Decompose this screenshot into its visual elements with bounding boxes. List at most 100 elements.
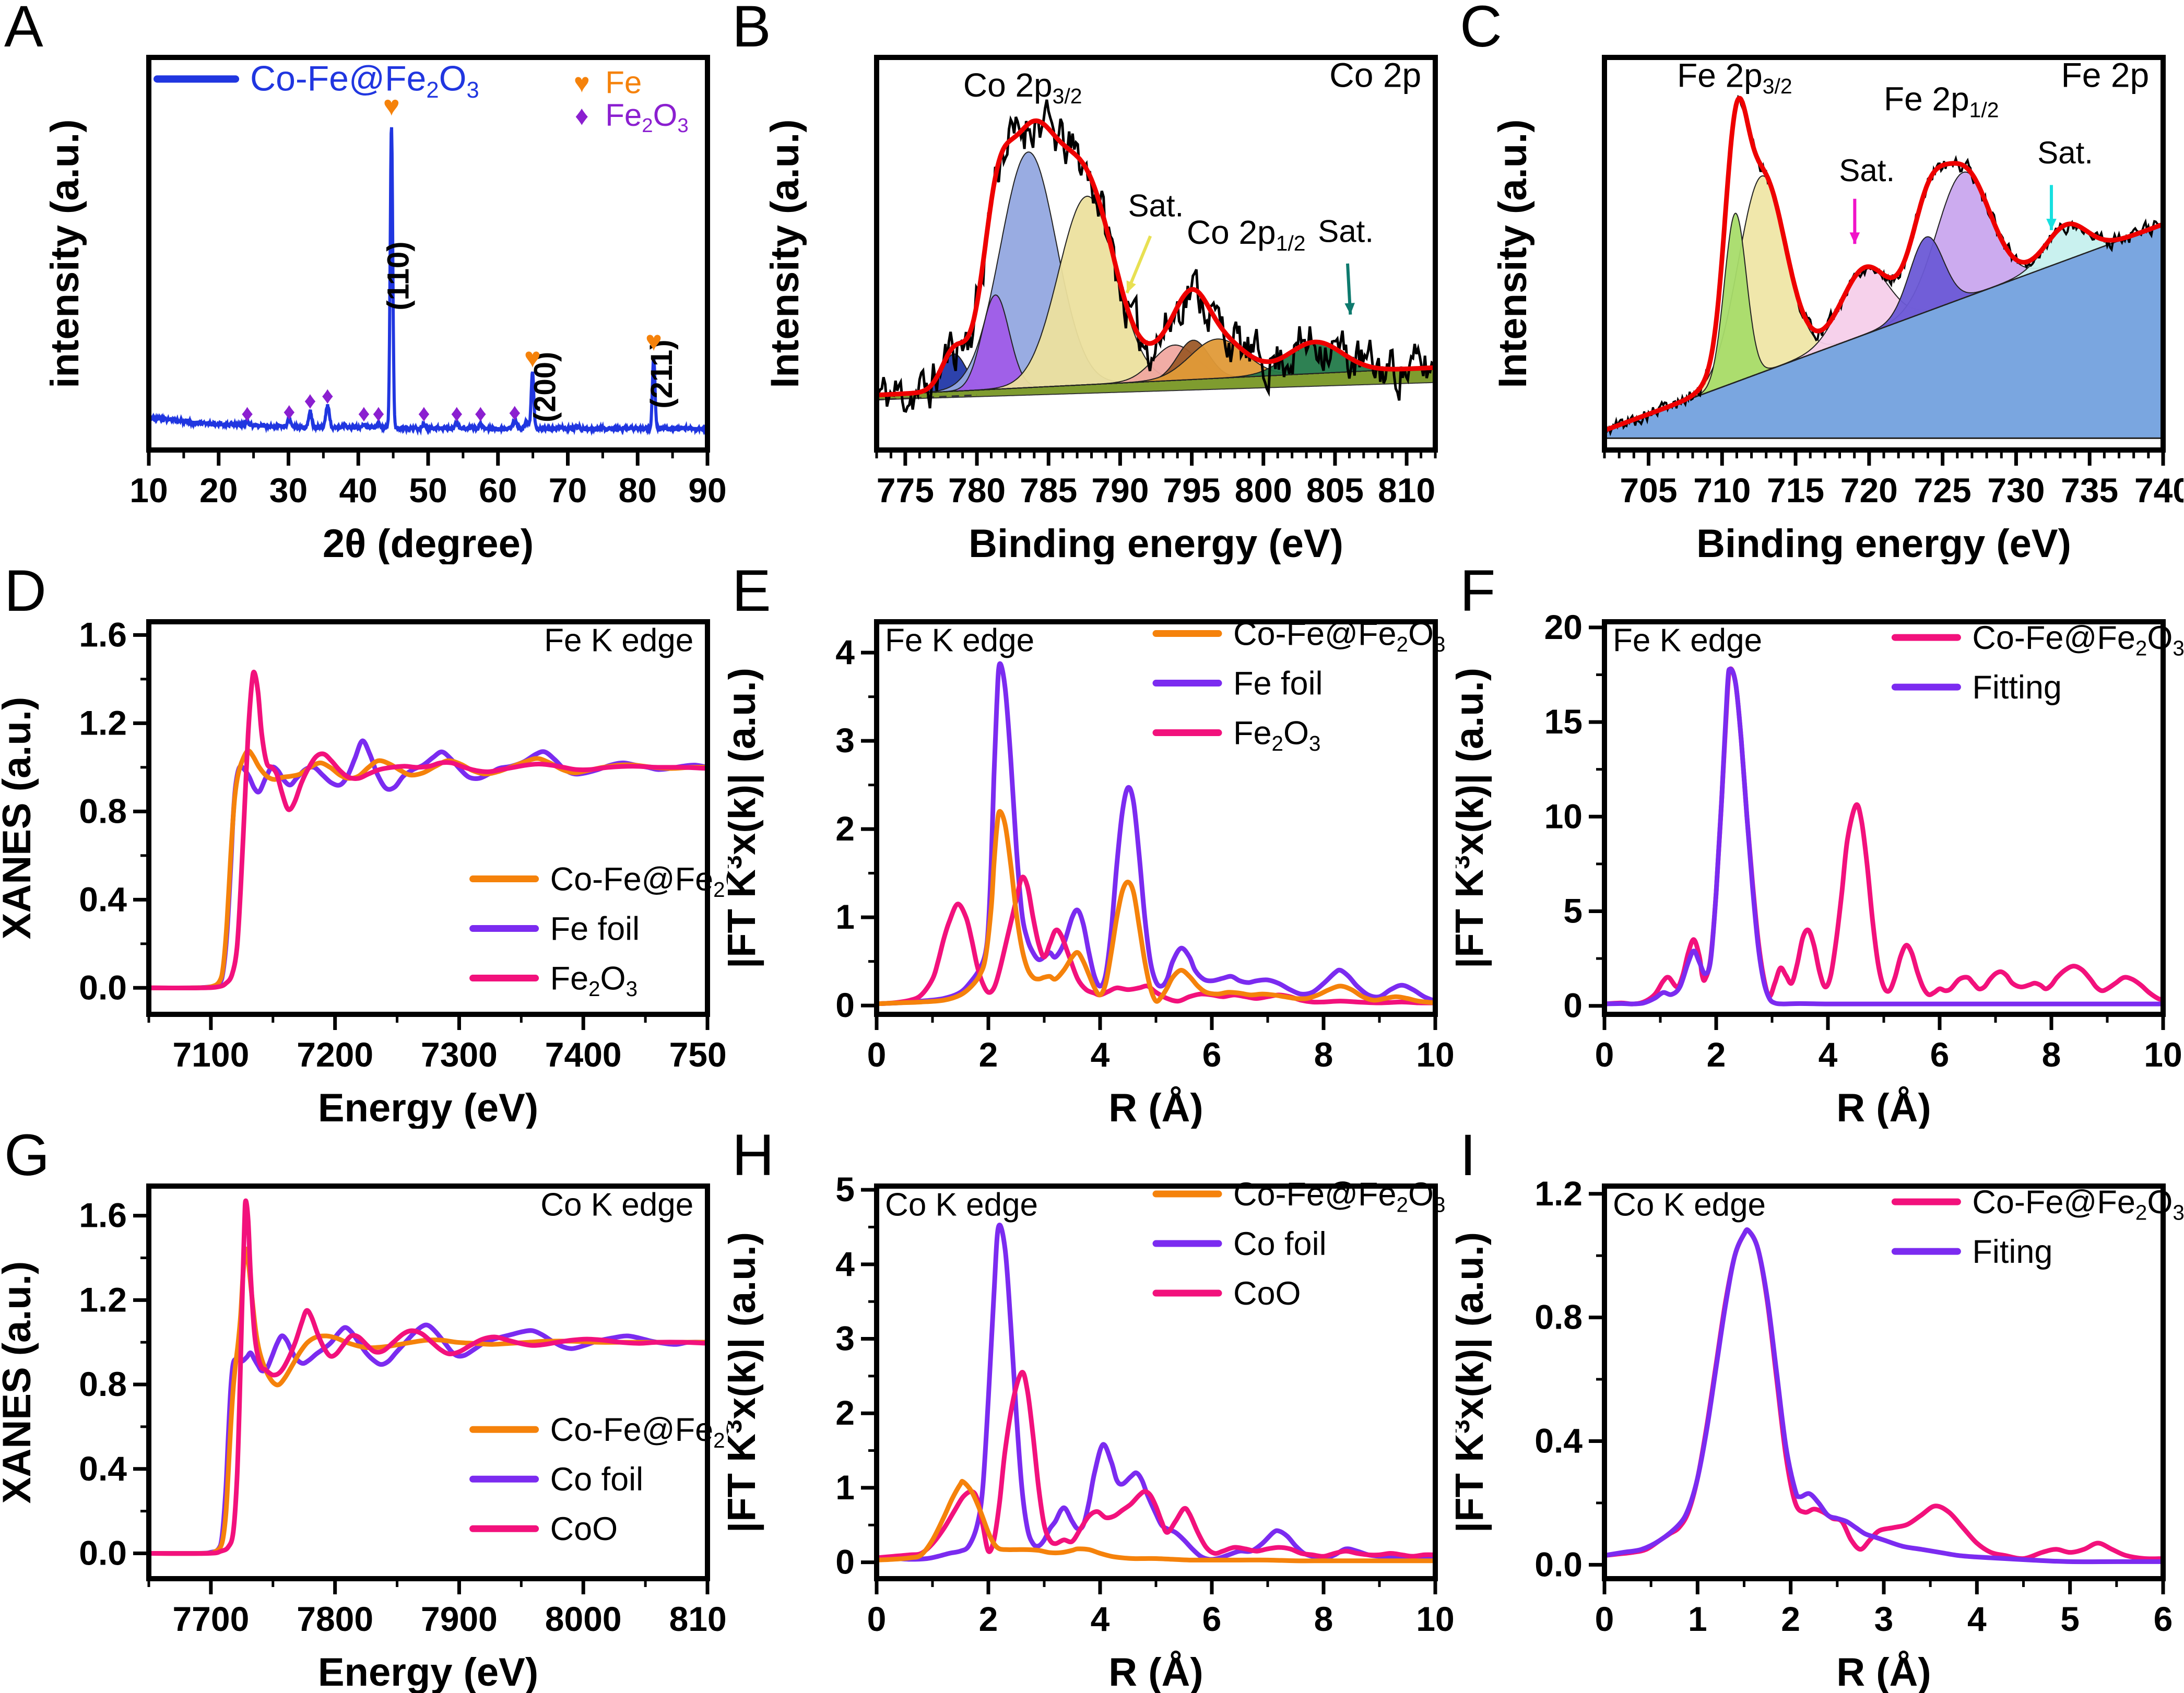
series-co-fe-fe2o3 [149,1246,707,1556]
legend-label: Co-Fe@Fe2O3 [1972,620,2183,660]
y-axis-title: XANES (a.u.) [0,1261,39,1504]
panel-F: F 0 2 4 6 8 10 0 5 10 15 20 R (Å) |FT K3x(k)| (a.u.)… [1456,558,2183,1129]
corner-label: Co 2p [1329,55,1421,94]
legend-label: Fe2O3 [1233,715,1320,756]
x-tick-label: 7100 [172,1035,249,1074]
x-tick-label: 10 [129,471,168,510]
x-axis-title: Binding energy (eV) [1696,522,2071,564]
corner-label: Fe K edge [1613,622,1762,658]
x-tick-label: 4 [1967,1600,1987,1638]
y-tick-label: 2 [835,809,855,848]
x-tick-label: 4 [1091,1035,1110,1074]
legend-label: CoO [550,1511,618,1547]
panel-letter-g: G [4,1122,50,1188]
x-tick-label: 740 [2134,471,2183,510]
panel-I: I 0 1 2 3 4 5 6 0.0 0.4 0.8 1.2 R (Å) |FT K3x(k)| (a… [1456,1122,2183,1693]
envelope-curve [877,118,1435,398]
corner-label: Fe K edge [885,622,1034,658]
y-axis-title: Intensity (a.u.) [763,119,807,388]
y-axis-title: |FT K3x(k)| (a.u.) [728,668,764,968]
legend-label: Fe foil [550,911,640,948]
panel-letter-i: I [1460,1122,1477,1188]
axes: 0 1 2 3 4 5 6 0.0 0.4 0.8 1.2 [1534,1174,2173,1638]
x-axis-title: R (Å) [1108,1086,1203,1129]
x-tick-label: 6 [1930,1035,1950,1074]
x-tick-label: 8 [1314,1035,1333,1074]
axes: 0 2 4 6 8 10 0 1 2 3 4 5 [835,1170,1454,1638]
y-axis-title: |FT K3x(k)| (a.u.) [1456,1232,1492,1533]
baseline-dash [877,394,977,401]
series-fe-foil [877,661,1435,1007]
legend-label: Co foil [1233,1226,1327,1262]
x-tick-label: 710 [1693,471,1751,510]
heart-icon: ♥ [383,90,400,122]
y-tick-label: 4 [835,633,855,671]
corner-label: Co K edge [1613,1187,1766,1223]
plot-area [877,661,1435,1007]
fit-component-5 [1604,223,2163,431]
series-coo [877,1370,1435,1560]
y-tick-label: 0.0 [79,1533,127,1572]
x-tick-label: 0 [1595,1600,1614,1638]
annotation: Fe 2p3/2 [1677,56,1792,98]
plot-area [1604,1227,2163,1565]
series-coo [149,1198,707,1556]
x-tick-label: 8000 [545,1600,622,1638]
annotation: Co 2p1/2 [1187,214,1306,255]
x-tick-label: 805 [1306,471,1364,510]
diamond-icon: ♦ [241,399,253,427]
x-tick-label: 60 [479,471,517,510]
x-tick-label: 0 [1595,1035,1614,1074]
envelope-curve [1604,96,2163,433]
x-tick-label: 800 [1235,471,1292,510]
plot-area [149,1198,707,1556]
y-tick-label: 1.2 [79,703,127,742]
xrd-curve [149,127,707,436]
y-axis-title: XANES (a.u.) [0,697,39,940]
x-tick-label: 10 [1416,1035,1454,1074]
diamond-icon: ♦ [575,101,589,131]
x-tick-label: 810 [1378,471,1435,510]
series-fitting [1604,667,2163,1007]
x-tick-label: 725 [1914,471,1971,510]
panel-A-chart: 10 20 30 40 50 60 70 80 90 2θ (degree) intensity (… [43,55,727,564]
panel-letter-e: E [732,558,771,623]
panel-letter-a: A [4,0,43,59]
legend-label: Fitting [1972,669,2062,706]
x-axis-title: Energy (eV) [318,1086,538,1129]
x-tick-label: 7900 [421,1600,498,1638]
x-tick-label: 2 [979,1035,998,1074]
panel-B: B 775 780 785 790 795 800 805 810 Binding energy… [728,0,1456,564]
panel-I-chart: 0 1 2 3 4 5 6 0.0 0.4 0.8 1.2 R (Å) |FT K3x(k)| (a.u… [1456,1174,2183,1693]
panel-letter-f: F [1460,558,1496,623]
x-tick-label: 10 [2144,1035,2182,1074]
plot-area [1604,94,2163,439]
annotation: Co 2p3/2 [963,66,1082,108]
y-axis-title: Intensity (a.u.) [1491,119,1535,388]
x-tick-label: 0 [867,1600,887,1638]
legend-label: Co-Fe@Fe2O3 [1233,616,1445,657]
y-tick-label: 5 [835,1170,855,1209]
diamond-icon: ♦ [451,399,463,427]
y-tick-label: 3 [835,721,855,760]
arrow-head-icon [1344,303,1355,315]
x-axis-title: R (Å) [1108,1650,1203,1693]
y-tick-label: 2 [835,1393,855,1432]
panel-C-chart: 705 710 715 720 725 730 735 740 Binding energy (… [1491,55,2183,564]
y-tick-label: 0 [1563,986,1583,1025]
panel-A: A 10 20 30 40 50 60 70 80 90 2θ (degree) intensity… [0,0,728,564]
x-tick-label: 8 [1314,1600,1333,1638]
y-tick-label: 20 [1544,608,1583,646]
diamond-icon: ♦ [418,399,430,427]
x-tick-label: 4 [1819,1035,1838,1074]
annotation: Fe 2p1/2 [1884,80,1999,122]
panel-C: C 705 710 715 720 725 730 735 740 Binding energy… [1456,0,2183,564]
series-co-fe-fe2o3 [877,1478,1435,1564]
diamond-icon: ♦ [372,399,384,427]
corner-label: Co K edge [885,1187,1038,1223]
x-tick-label: 785 [1020,471,1077,510]
